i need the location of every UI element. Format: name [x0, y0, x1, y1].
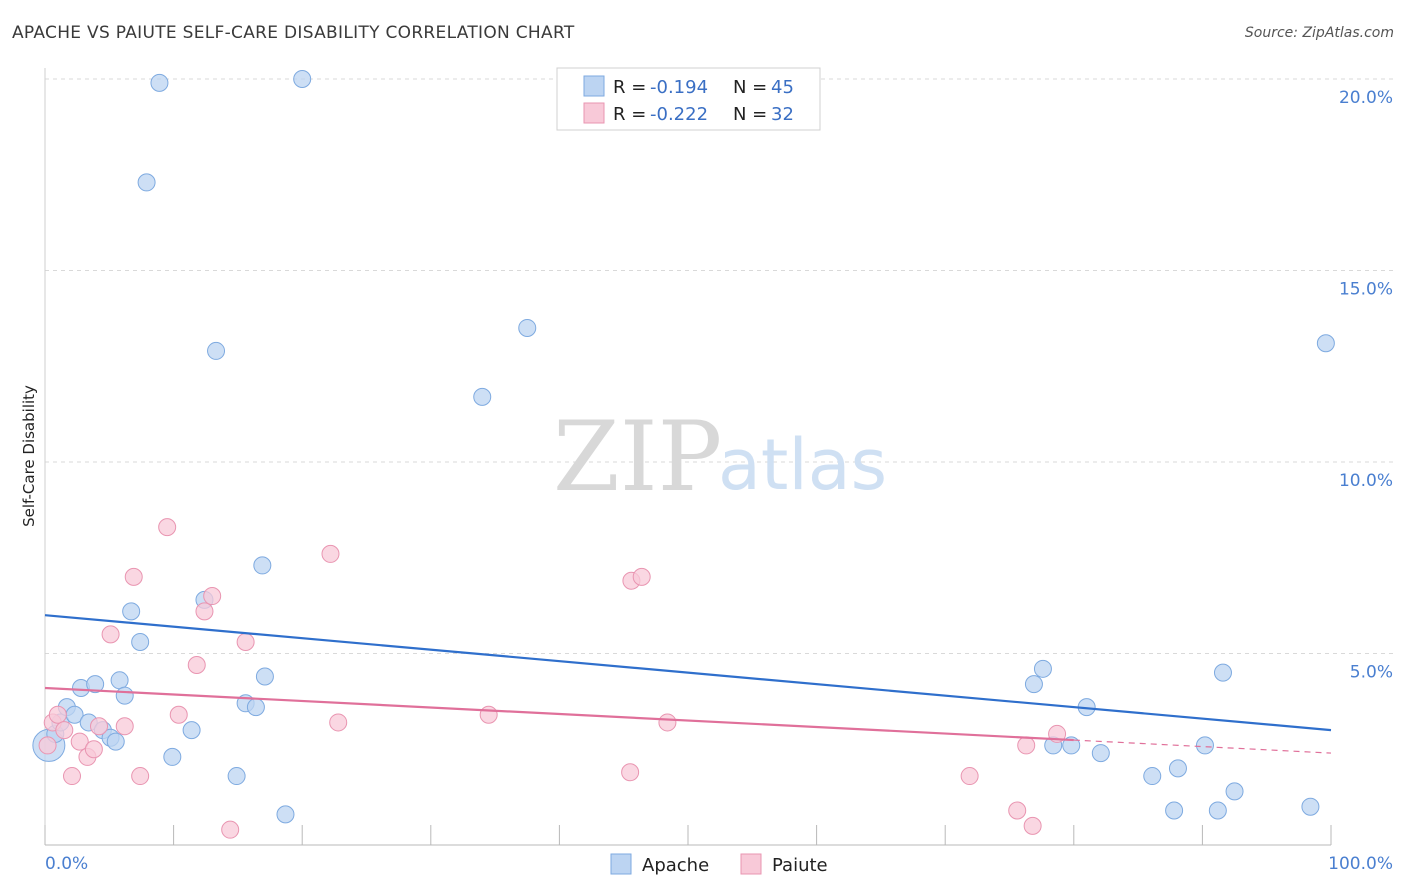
paiute-point	[63, 767, 82, 786]
apache-point	[150, 73, 169, 92]
paiute-point	[55, 721, 74, 740]
legend-apache-n-value: 45	[771, 77, 794, 98]
apache-point	[110, 671, 129, 690]
paiute-point	[1023, 816, 1042, 835]
legend-paiute-n-value: 32	[771, 104, 794, 125]
paiute-point	[84, 740, 103, 759]
apache-point	[86, 675, 105, 694]
apache-point	[253, 556, 272, 575]
x-tick-label: 0.0%	[45, 854, 88, 874]
bottom-legend-apache-swatch	[610, 853, 632, 875]
x-tick-label: 100.0%	[1328, 854, 1393, 874]
legend-apache-r-label: R =	[613, 77, 646, 98]
paiute-point	[236, 633, 255, 652]
x-tick-labels: 0.0% 100.0%	[45, 854, 1393, 874]
trend-layer	[44, 614, 1332, 754]
chart-title: APACHE VS PAIUTE SELF-CARE DISABILITY CO…	[12, 23, 575, 43]
paiute-point	[621, 763, 640, 782]
paiute-trend-line	[44, 686, 1074, 742]
apache-point	[1168, 759, 1187, 778]
paiute-point	[1008, 801, 1027, 820]
paiute-point	[115, 717, 134, 736]
apache-point	[1195, 736, 1214, 755]
paiute-point	[658, 713, 677, 732]
y-axis-label: Self-Care Disability	[20, 385, 38, 527]
paiute-point	[321, 544, 340, 563]
apache-point	[1225, 782, 1244, 801]
y-tick-label: 5.0%	[1350, 663, 1393, 683]
apache-point	[1062, 736, 1081, 755]
apache-point	[106, 732, 125, 751]
paiute-point	[131, 767, 150, 786]
apache-point	[1213, 663, 1232, 682]
apache-point	[246, 698, 265, 717]
paiute-point	[960, 767, 979, 786]
y-tick-labels: 5.0% 10.0% 15.0% 20.0%	[1339, 88, 1393, 683]
paiute-point	[124, 567, 143, 586]
legend-paiute-n-label: N =	[733, 104, 767, 125]
apache-point	[131, 633, 150, 652]
apache-point	[1143, 767, 1162, 786]
apache-point	[182, 721, 201, 740]
legend-paiute-r-value: -0.222	[650, 104, 708, 125]
apache-point	[227, 767, 246, 786]
source-label: Source: ZipAtlas.com	[1244, 25, 1394, 41]
bottom-legend-paiute-swatch	[740, 853, 762, 875]
legend-paiute-swatch	[583, 102, 605, 124]
apache-point	[1165, 801, 1184, 820]
paiute-point	[158, 518, 177, 537]
y-tick-label: 10.0%	[1339, 471, 1393, 491]
apache-point	[137, 173, 156, 192]
legend: R = -0.194 N = 45 R = -0.222 N = 32	[556, 67, 821, 131]
axes-layer	[44, 68, 1332, 846]
bottom-legend-apache-label: Apache	[642, 855, 709, 876]
watermark-atlas: atlas	[718, 424, 887, 506]
apache-point	[207, 341, 226, 360]
legend-paiute-r-label: R =	[613, 104, 646, 125]
grid-layer	[45, 78, 1395, 654]
paiute-point	[38, 736, 57, 755]
apache-point	[1024, 675, 1043, 694]
apache-point	[163, 747, 182, 766]
paiute-point	[90, 717, 109, 736]
paiute-point	[479, 705, 498, 724]
legend-apache-n-label: N =	[733, 77, 767, 98]
paiute-point	[221, 820, 240, 839]
apache-point	[276, 805, 295, 824]
paiute-point	[632, 567, 651, 586]
legend-apache-swatch	[583, 75, 605, 97]
apache-point	[115, 686, 134, 705]
apache-point	[1301, 797, 1320, 816]
apache-point	[293, 70, 312, 88]
y-tick-label: 20.0%	[1339, 88, 1393, 108]
y-tick-label: 15.0%	[1339, 280, 1393, 300]
paiute-point	[101, 625, 120, 644]
apache-point	[518, 318, 537, 337]
bottom-legend: Apache Paiute	[610, 853, 828, 876]
apache-trend-line	[44, 614, 1332, 732]
paiute-point	[203, 587, 222, 606]
watermark-zip: ZIP	[553, 401, 722, 513]
apache-point	[255, 667, 274, 686]
apache-point	[1316, 334, 1335, 353]
apache-point	[1091, 744, 1110, 763]
paiute-point	[70, 732, 89, 751]
apache-point	[1208, 801, 1227, 820]
paiute-point	[48, 705, 67, 724]
legend-apache-r-value: -0.194	[650, 77, 708, 98]
apache-point	[1033, 659, 1052, 678]
paiute-point	[329, 713, 348, 732]
paiute-point	[1017, 736, 1036, 755]
bottom-legend-paiute-label: Paiute	[772, 855, 828, 876]
apache-point	[122, 602, 141, 621]
apache-point	[473, 387, 492, 406]
paiute-point	[169, 705, 188, 724]
watermark: ZIP atlas	[553, 401, 887, 513]
paiute-trend-line-extension	[1073, 739, 1332, 754]
paiute-point	[195, 602, 214, 621]
paiute-point	[187, 655, 206, 674]
